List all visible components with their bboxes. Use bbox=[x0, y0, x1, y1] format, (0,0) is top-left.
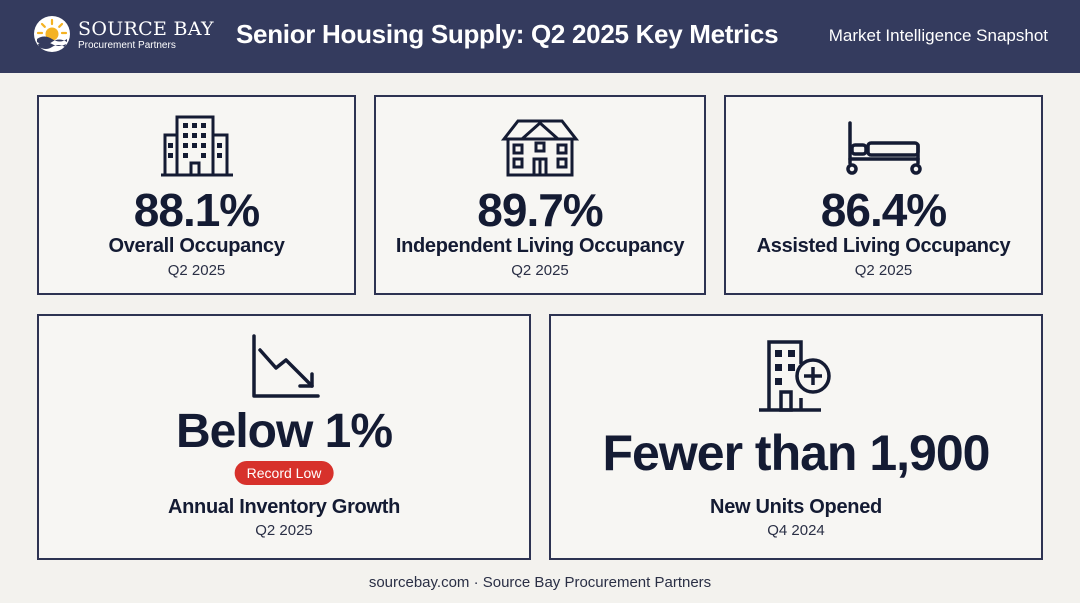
metric-label: New Units Opened bbox=[710, 496, 882, 518]
metric-card-inventory-growth: Below 1% Record Low Annual Inventory Gro… bbox=[37, 314, 531, 560]
metric-card-assisted-living: 86.4% Assisted Living Occupancy Q2 2025 bbox=[724, 95, 1043, 295]
logo-name: SOURCE BAY bbox=[78, 17, 214, 40]
metric-value: 88.1% bbox=[133, 184, 260, 236]
metric-label: Assisted Living Occupancy bbox=[756, 235, 1011, 257]
logo-subtitle: Procurement Partners bbox=[78, 39, 176, 51]
metric-label: Independent Living Occupancy bbox=[395, 235, 685, 257]
metric-label: Annual Inventory Growth bbox=[168, 496, 400, 518]
metric-card-independent-living: 89.7% Independent Living Occupancy Q2 20… bbox=[374, 95, 706, 295]
metric-period: Q2 2025 bbox=[854, 262, 913, 279]
office-building-icon bbox=[159, 113, 235, 182]
house-icon bbox=[500, 115, 580, 182]
building-plus-icon bbox=[755, 338, 837, 417]
metric-period: Q2 2025 bbox=[511, 262, 569, 279]
header-bar: SOURCE BAY Procurement Partners Senior H… bbox=[0, 0, 1080, 73]
metric-period: Q4 2024 bbox=[767, 522, 825, 539]
page-title: Senior Housing Supply: Q2 2025 Key Metri… bbox=[236, 19, 779, 49]
footer-text: sourcebay.com · Source Bay Procurement P… bbox=[368, 574, 712, 591]
metric-card-overall-occupancy: 88.1% Overall Occupancy Q2 2025 bbox=[37, 95, 356, 295]
declining-chart-icon bbox=[246, 332, 322, 407]
metric-card-new-units: Fewer than 1,900 New Units Opened Q4 202… bbox=[549, 314, 1043, 560]
metric-label: Overall Occupancy bbox=[108, 235, 285, 257]
metric-value: Below 1% bbox=[175, 405, 393, 458]
logo: SOURCE BAY Procurement Partners bbox=[32, 14, 214, 56]
metric-period: Q2 2025 bbox=[255, 522, 313, 539]
metric-value: Fewer than 1,900 bbox=[602, 425, 991, 481]
record-low-badge: Record Low bbox=[234, 461, 334, 485]
header-tagline: Market Intelligence Snapshot bbox=[828, 26, 1048, 45]
metric-value: 89.7% bbox=[477, 184, 603, 236]
metric-value: 86.4% bbox=[820, 184, 947, 236]
sun-wave-logo-icon bbox=[34, 16, 70, 52]
metric-period: Q2 2025 bbox=[167, 262, 226, 279]
bed-icon bbox=[844, 119, 924, 182]
